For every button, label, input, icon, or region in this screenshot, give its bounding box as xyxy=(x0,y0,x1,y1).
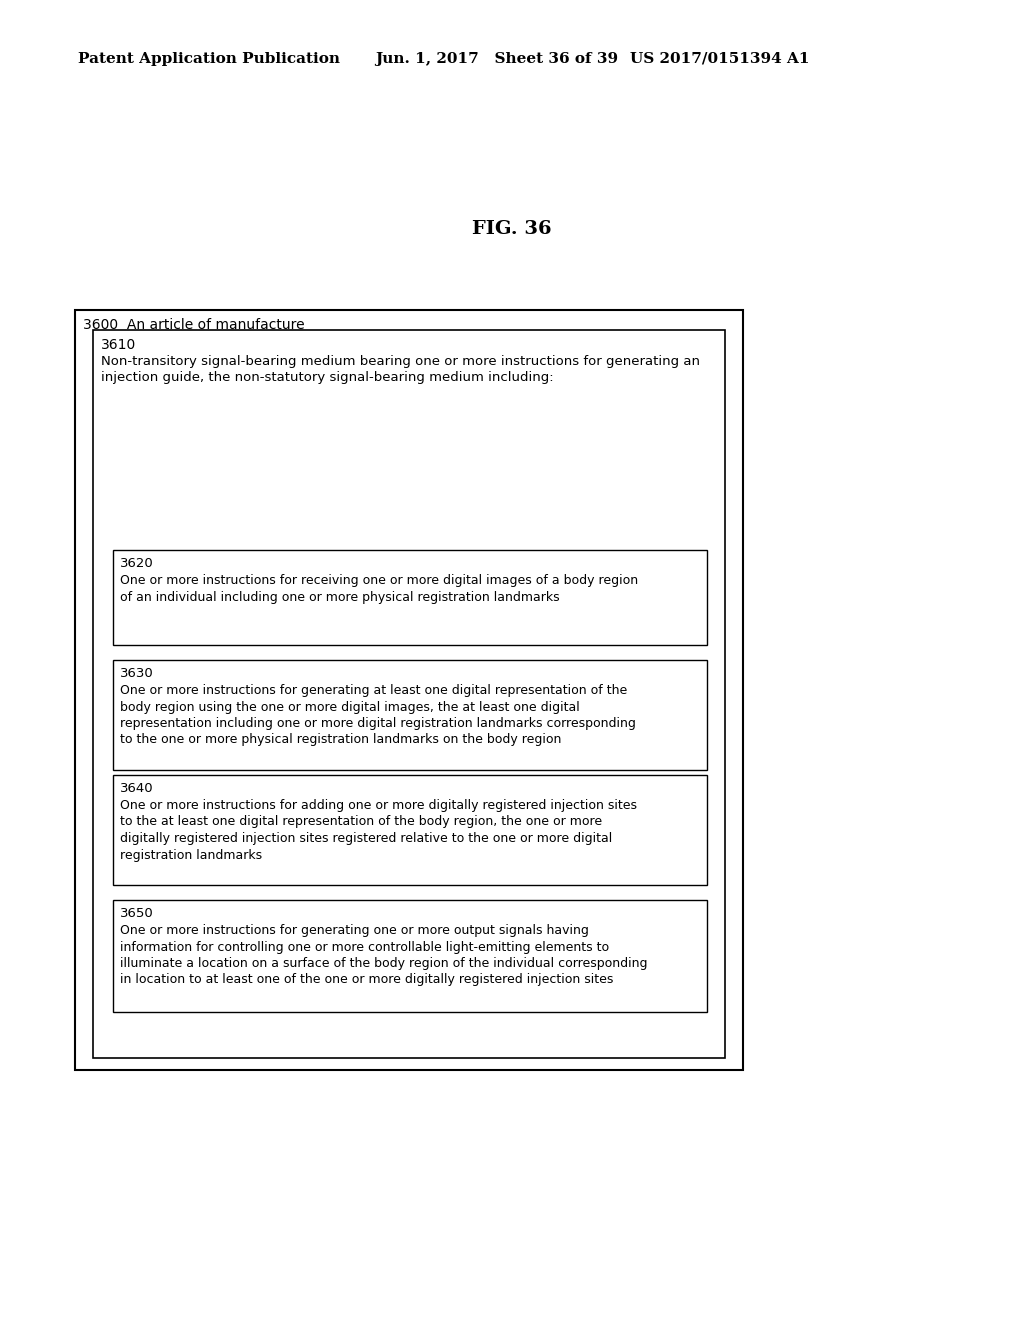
Text: 3600  An article of manufacture: 3600 An article of manufacture xyxy=(83,318,304,333)
Text: Jun. 1, 2017   Sheet 36 of 39: Jun. 1, 2017 Sheet 36 of 39 xyxy=(375,51,618,66)
Text: One or more instructions for receiving one or more digital images of a body regi: One or more instructions for receiving o… xyxy=(120,574,638,603)
Text: 3640: 3640 xyxy=(120,781,154,795)
Bar xyxy=(113,775,707,884)
Text: 3630: 3630 xyxy=(120,667,154,680)
Text: One or more instructions for generating at least one digital representation of t: One or more instructions for generating … xyxy=(120,684,636,747)
Bar xyxy=(113,550,707,645)
Text: 3610: 3610 xyxy=(101,338,136,352)
Bar xyxy=(75,310,743,1071)
Text: 3620: 3620 xyxy=(120,557,154,570)
Text: FIG. 36: FIG. 36 xyxy=(472,220,552,238)
Text: Non-transitory signal-bearing medium bearing one or more instructions for genera: Non-transitory signal-bearing medium bea… xyxy=(101,355,700,384)
Text: One or more instructions for adding one or more digitally registered injection s: One or more instructions for adding one … xyxy=(120,799,637,862)
Bar xyxy=(93,330,725,1059)
Text: US 2017/0151394 A1: US 2017/0151394 A1 xyxy=(630,51,810,66)
Bar xyxy=(113,900,707,1012)
Bar xyxy=(113,660,707,770)
Text: Patent Application Publication: Patent Application Publication xyxy=(78,51,340,66)
Text: One or more instructions for generating one or more output signals having
inform: One or more instructions for generating … xyxy=(120,924,647,986)
Text: 3650: 3650 xyxy=(120,907,154,920)
